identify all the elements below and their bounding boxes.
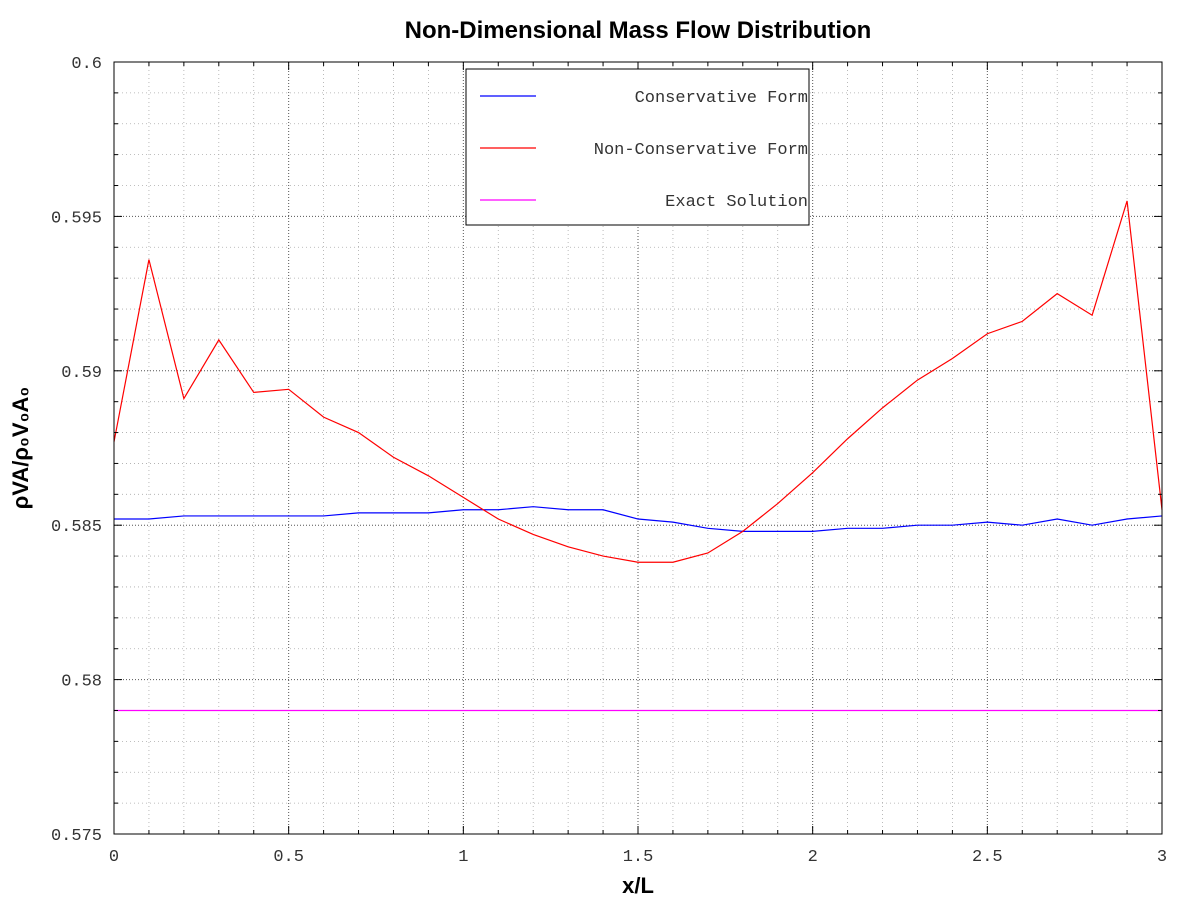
series-line-non-conservative-form xyxy=(113,200,1163,563)
legend-label-non-conservative-form: Non-Conservative Form xyxy=(594,141,808,160)
series-line-conservative-form xyxy=(114,506,1163,532)
tick-marks xyxy=(113,61,1163,835)
chart-title: Non-Dimensional Mass Flow Distribution xyxy=(405,17,872,44)
series-layer xyxy=(113,200,1163,712)
x-tick-label: 2.5 xyxy=(972,848,1003,867)
x-tick-label: 3 xyxy=(1157,848,1167,867)
legend-items: Conservative Form Non-Conservative Form Ex… xyxy=(480,89,808,212)
legend-label-conservative-form: Conservative Form xyxy=(635,89,808,108)
x-tick-label: 2 xyxy=(808,848,818,867)
x-tick-label: 0.5 xyxy=(273,848,304,867)
y-tick-label: 0.585 xyxy=(51,518,102,537)
x-axis-label: x/L xyxy=(622,873,654,898)
x-tick-label: 1.5 xyxy=(623,848,654,867)
y-tick-label: 0.58 xyxy=(61,673,102,692)
y-axis-label: ρVA/ρ₀V₀A₀ xyxy=(8,387,33,510)
y-tick-label: 0.59 xyxy=(61,364,102,383)
x-tick-labels: 0 0.5 1 1.5 2 2.5 3 xyxy=(109,848,1167,867)
y-tick-label: 0.6 xyxy=(71,55,102,74)
legend-label-exact-solution: Exact Solution xyxy=(665,193,808,212)
legend-box xyxy=(465,68,810,226)
y-tick-label: 0.595 xyxy=(51,209,102,228)
x-tick-label: 0 xyxy=(109,848,119,867)
x-tick-label: 1 xyxy=(458,848,468,867)
y-tick-labels: 0.575 0.58 0.585 0.59 0.595 0.6 xyxy=(51,55,102,846)
y-tick-label: 0.575 xyxy=(51,827,102,846)
legend: Conservative Form Non-Conservative Form Ex… xyxy=(465,68,810,226)
